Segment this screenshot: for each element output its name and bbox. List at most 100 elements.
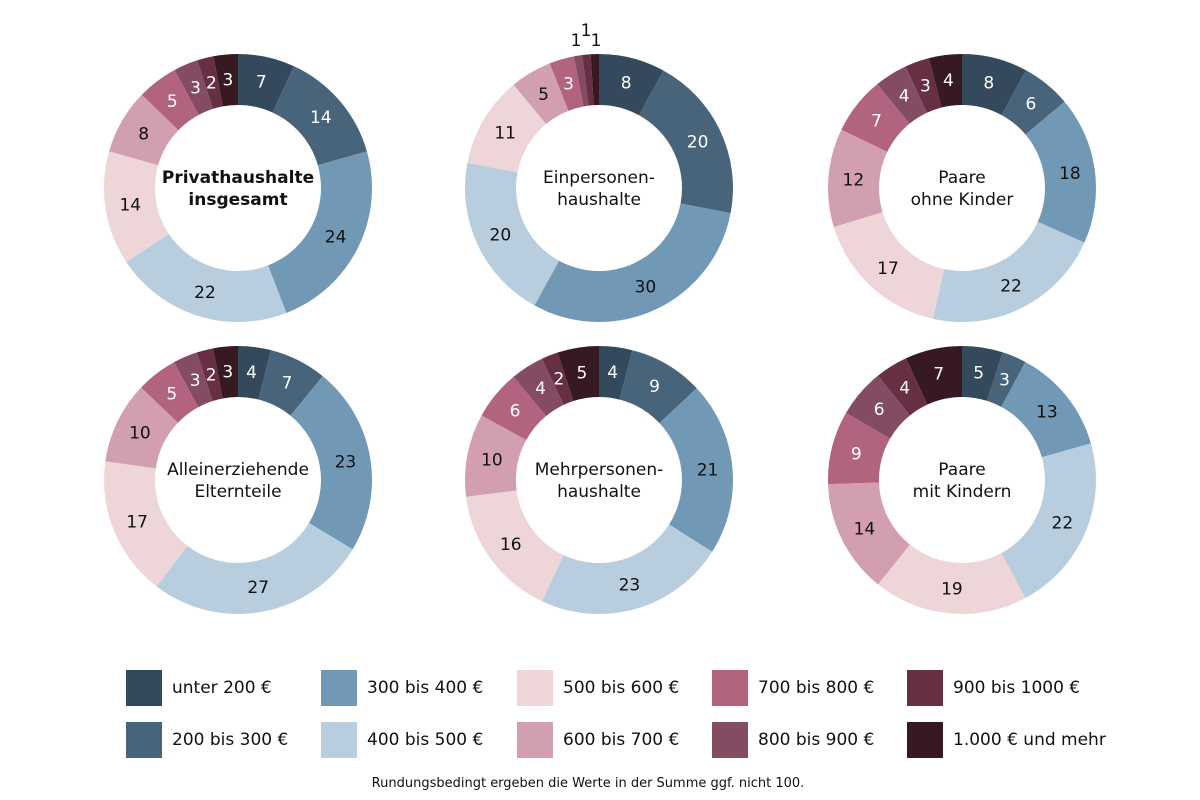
legend-label: 600 bis 700 €: [563, 730, 680, 750]
data-label: 3: [999, 371, 1010, 391]
legend-item-300-400: 300 bis 400 €: [321, 670, 483, 706]
donut-segment: [213, 346, 238, 399]
donut-segment: [841, 84, 910, 152]
legend-label: 400 bis 500 €: [367, 730, 484, 750]
donut-segment: [962, 346, 1003, 401]
chart-title: Alleinerziehende: [167, 460, 309, 480]
donut-segment: [928, 54, 962, 108]
donut-segment: [549, 56, 584, 111]
donut-segment: [196, 348, 223, 401]
donut-segment: [238, 346, 272, 400]
donut-segment: [877, 66, 927, 124]
donut-segment: [481, 376, 547, 441]
legend-item-700-800: 700 bis 800 €: [712, 670, 874, 706]
data-label-outside: 1: [571, 31, 582, 51]
donut-segment: [1025, 101, 1096, 243]
data-label: 3: [190, 371, 201, 391]
chart-title: Privathaushalte: [162, 168, 314, 188]
legend-label: 500 bis 600 €: [563, 678, 680, 698]
data-label: 14: [310, 108, 332, 128]
data-label: 23: [619, 576, 641, 596]
data-label: 4: [943, 71, 954, 91]
data-label: 8: [138, 125, 149, 145]
legend-item-900-1000: 900 bis 1000 €: [907, 670, 1080, 706]
chart-title: haushalte: [557, 482, 641, 502]
data-label: 9: [649, 377, 660, 397]
donut-segment: [267, 151, 373, 313]
data-label: 6: [874, 400, 885, 420]
donut-segment: [833, 212, 945, 319]
donut-segment: [573, 55, 589, 107]
donut-segment: [272, 66, 367, 166]
data-label: 2: [553, 370, 564, 390]
data-label: 27: [247, 578, 269, 598]
donut-segment: [534, 203, 731, 322]
data-label: 5: [166, 384, 177, 404]
donut-segment: [197, 56, 223, 109]
legend-swatch: [321, 722, 357, 758]
chart-title: insgesamt: [188, 190, 287, 210]
data-label: 7: [871, 111, 882, 131]
donut-segment: [541, 352, 574, 405]
data-label: 17: [877, 259, 899, 279]
donut-segment: [174, 352, 213, 408]
legend-item-600-700: 600 bis 700 €: [517, 722, 679, 758]
legend-swatch: [712, 670, 748, 706]
data-label: 30: [635, 278, 657, 298]
data-label: 6: [510, 402, 521, 422]
data-label: 7: [256, 73, 267, 93]
legend-label: 900 bis 1000 €: [953, 678, 1081, 698]
data-label: 9: [851, 444, 862, 464]
donut-segment: [1001, 70, 1065, 135]
data-label: 12: [843, 171, 865, 191]
legend-label: unter 200 €: [172, 678, 272, 698]
chart-title: Einpersonen-: [543, 168, 655, 188]
donut-segment: [238, 54, 295, 113]
donut-segment: [828, 129, 888, 228]
chart-title: ohne Kinder: [911, 190, 1014, 210]
donut-segment: [258, 350, 323, 416]
legend-item-under-200: unter 200 €: [126, 670, 272, 706]
data-label: 10: [481, 451, 503, 471]
donut-segment: [465, 415, 527, 497]
chart-title: mit Kindern: [913, 482, 1012, 502]
data-label: 20: [687, 133, 709, 153]
legend-item-400-500: 400 bis 500 €: [321, 722, 483, 758]
donut-segment: [541, 524, 713, 614]
data-label: 8: [983, 73, 994, 93]
data-label: 4: [899, 378, 910, 398]
legend-swatch: [517, 670, 553, 706]
donut-segment: [877, 358, 928, 416]
legend-swatch: [907, 722, 943, 758]
legend-swatch: [321, 670, 357, 706]
donut-segment: [619, 350, 697, 424]
donut-segment: [845, 375, 910, 439]
data-label: 5: [577, 363, 588, 383]
data-label: 4: [535, 379, 546, 399]
legend-item-200-300: 200 bis 300 €: [126, 722, 288, 758]
data-label: 8: [621, 73, 632, 93]
legend-label: 1.000 € und mehr: [953, 730, 1106, 750]
donut-segment: [109, 94, 179, 166]
data-label: 5: [167, 92, 178, 112]
donut-segment: [827, 413, 891, 485]
donut-segment: [513, 63, 569, 125]
data-label: 21: [697, 461, 719, 481]
donut-segment: [467, 84, 547, 173]
legend-item-500-600: 500 bis 600 €: [517, 670, 679, 706]
legend-swatch: [126, 722, 162, 758]
donut-segment: [290, 376, 372, 550]
legend-swatch: [517, 722, 553, 758]
chart-title: haushalte: [557, 190, 641, 210]
data-label: 13: [1036, 403, 1058, 423]
data-label: 3: [190, 79, 201, 99]
chart-title: Paare: [938, 460, 985, 480]
data-label: 4: [899, 87, 910, 107]
data-label-outside: 1: [581, 21, 592, 41]
data-label: 17: [126, 512, 148, 532]
